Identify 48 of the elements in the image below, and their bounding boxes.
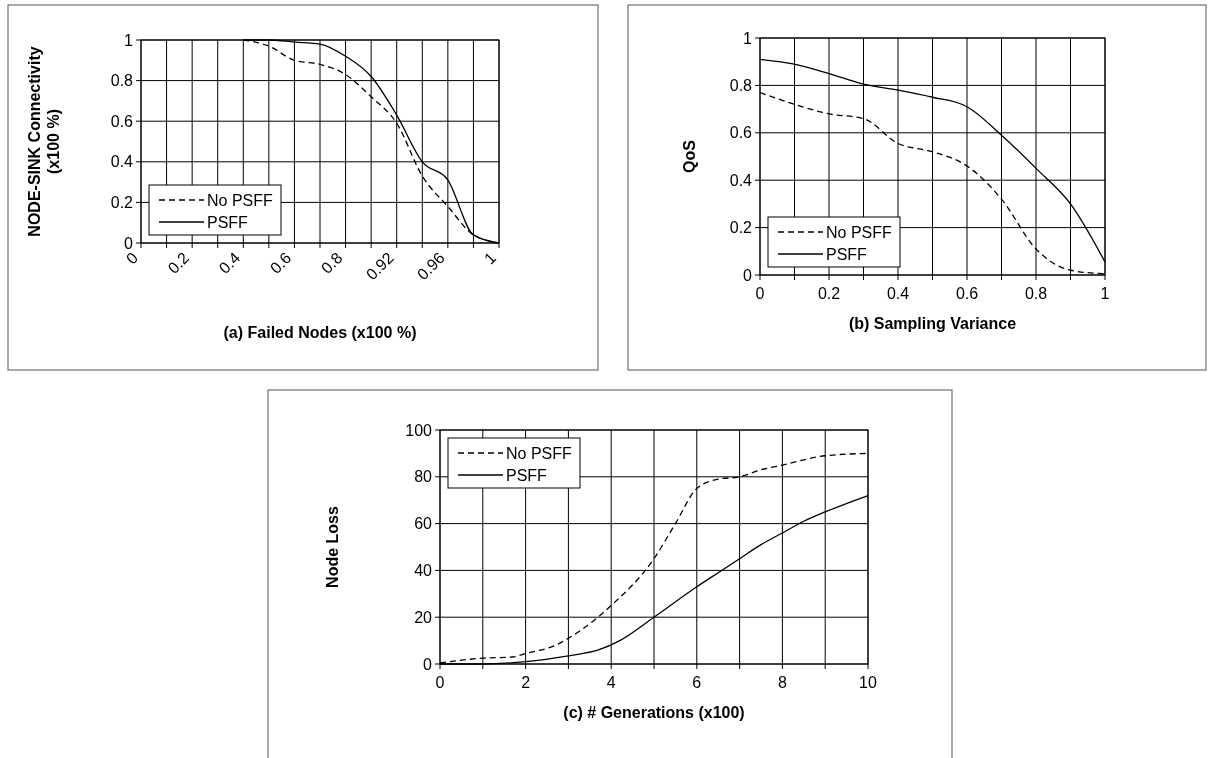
x-tick-label: 0.2	[164, 248, 193, 277]
x-tick-label: 1	[480, 248, 500, 268]
x-tick-label: 6	[692, 674, 702, 691]
x-tick-label: 0	[435, 674, 445, 691]
y-tick-label: 0	[423, 655, 433, 673]
legend-label: No PSFF	[506, 444, 573, 462]
y-tick-label: 60	[414, 515, 433, 533]
y-tick-label: 0.6	[110, 112, 134, 130]
y-tick-label: 0.2	[110, 194, 134, 211]
x-tick-label: 0.2	[817, 285, 841, 302]
y-tick-label: 0.2	[729, 219, 753, 237]
x-tick-label: 2	[521, 674, 531, 691]
x-tick-label: 0.4	[886, 285, 910, 302]
x-tick-label: 8	[777, 674, 787, 691]
legend-label: No PSFF	[826, 223, 893, 241]
x-tick-label: 0.6	[266, 248, 295, 277]
y-tick-label: 0.4	[110, 153, 134, 171]
y-tick-label: 40	[414, 562, 433, 579]
y-axis-title: QoS	[681, 139, 698, 173]
x-tick-label: 0.96	[413, 248, 449, 284]
x-tick-label: 0.92	[362, 248, 397, 284]
x-tick-label: 0.6	[955, 285, 979, 302]
x-axis-title: (c) # Generations (x100)	[563, 704, 745, 721]
x-tick-label: 0.4	[215, 248, 244, 277]
y-tick-label: 0.8	[110, 72, 134, 90]
x-tick-label: 0.8	[317, 248, 346, 277]
y-tick-label: 100	[405, 421, 433, 439]
y-tick-label: 0.8	[729, 77, 753, 94]
legend-label: PSFF	[207, 213, 249, 231]
legend-label: PSFF	[826, 245, 868, 263]
x-tick-label: 0	[755, 285, 765, 302]
y-tick-label: 0.4	[729, 171, 753, 189]
y-axis-title: Node Loss	[324, 506, 341, 588]
legend-label: No PSFF	[207, 191, 274, 209]
y-tick-label: 1	[743, 29, 753, 47]
x-tick-label: 4	[606, 674, 616, 691]
y-tick-label: 0.6	[729, 124, 753, 142]
y-tick-label: 1	[124, 31, 134, 49]
x-tick-label: 1	[1100, 285, 1110, 302]
x-tick-label: 10	[859, 674, 877, 691]
legend-label: PSFF	[506, 466, 548, 484]
x-tick-label: 0.8	[1024, 285, 1048, 302]
y-tick-label: 20	[414, 608, 433, 626]
y-axis-title: NODE-SINK Connectivity (x100 %)	[26, 46, 63, 237]
x-axis-title: (a) Failed Nodes (x100 %)	[223, 324, 417, 341]
y-tick-label: 80	[414, 468, 433, 486]
x-axis-title: (b) Sampling Variance	[848, 315, 1017, 332]
y-tick-label: 0	[124, 234, 134, 252]
